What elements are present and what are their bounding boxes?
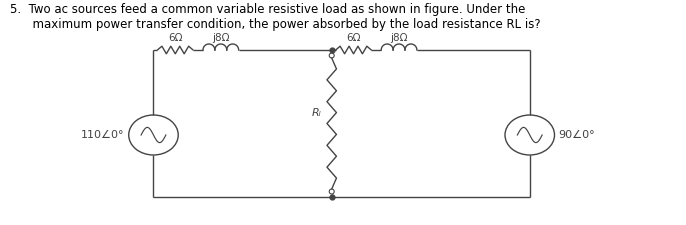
Text: 110∠0°: 110∠0° bbox=[81, 130, 125, 140]
Text: Rₗ: Rₗ bbox=[312, 108, 322, 119]
Text: 90∠0°: 90∠0° bbox=[558, 130, 595, 140]
Text: maximum power transfer condition, the power absorbed by the load resistance RL i: maximum power transfer condition, the po… bbox=[10, 18, 541, 31]
Text: 6Ω: 6Ω bbox=[346, 33, 361, 43]
Text: 5.  Two ac sources feed a common variable resistive load as shown in figure. Und: 5. Two ac sources feed a common variable… bbox=[10, 3, 525, 16]
Text: 6Ω: 6Ω bbox=[168, 33, 182, 43]
Text: j8Ω: j8Ω bbox=[212, 33, 230, 43]
Text: j8Ω: j8Ω bbox=[390, 33, 407, 43]
